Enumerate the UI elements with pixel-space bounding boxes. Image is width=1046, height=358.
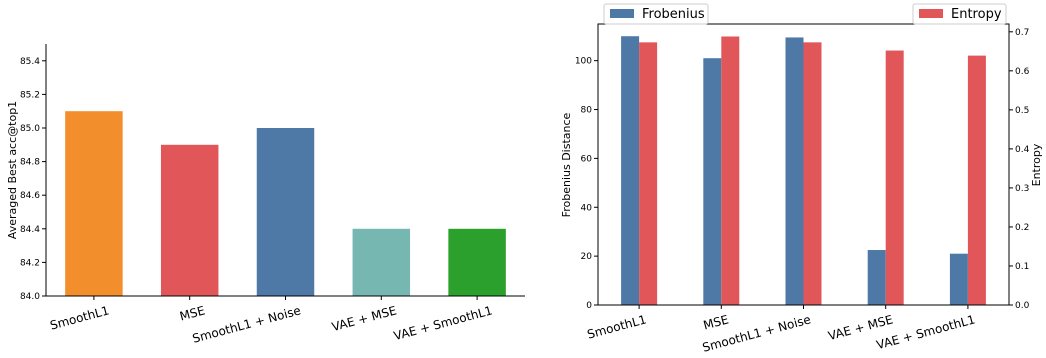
left-ytick-label-6: 85.2 [20,90,40,100]
right-y2tick-label-7: 0.7 [1015,28,1029,38]
right-chart-frame [597,23,1010,306]
left-ytick-label-4: 84.8 [20,158,40,168]
left-xtick-label-1: MSE [178,303,206,323]
right-ytick-label-5: 100 [575,57,592,67]
right-chart-bars [621,36,986,306]
right-y2tick-label-5: 0.5 [1015,106,1029,116]
right-chart: 0 20 40 60 80 100 0.0 0.1 0.2 0.3 0.4 0.5 0.6 0.7 Sm… [560,3,1043,355]
left-ytick-label-7: 85.4 [20,57,40,67]
left-xtick-label-3: VAE + MSE [330,303,398,334]
right-bar-frobenius-1 [703,58,722,305]
left-xtick-label-4: VAE + SmoothL1 [392,303,494,343]
left-chart-bars [65,111,506,296]
right-ytick-label-0: 0 [586,301,592,311]
right-ytick-label-4: 80 [581,106,593,116]
left-ytick-label-1: 84.2 [20,258,40,268]
right-bar-entropy-3 [885,50,904,306]
legend-entropy: Entropy [912,3,1007,25]
left-chart-yticks: 84.0 84.2 84.4 84.6 84.8 85.0 85.2 85.4 [20,57,46,302]
right-bar-frobenius-4 [949,253,968,305]
left-bar-0 [65,111,123,296]
legend-frobenius-swatch [610,9,634,18]
left-ytick-label-3: 84.6 [20,191,40,201]
left-chart-ylabel: Averaged Best acc@top1 [6,101,19,239]
left-bar-2 [256,128,315,296]
right-chart-yticks: 0 20 40 60 80 100 [575,57,598,311]
right-bar-frobenius-0 [621,36,640,305]
right-chart-y2label: Entropy [1030,143,1043,186]
left-bar-1 [160,144,219,296]
right-bar-frobenius-3 [867,250,886,305]
left-bar-4 [448,228,506,296]
right-xtick-label-1: MSE [702,312,730,332]
right-bar-entropy-0 [639,42,658,306]
right-bar-frobenius-2 [785,37,804,306]
right-y2tick-label-2: 0.2 [1015,223,1029,233]
right-y2tick-label-1: 0.1 [1015,262,1029,272]
left-ytick-label-5: 85.0 [20,124,40,134]
legend-frobenius: Frobenius [603,3,709,25]
right-bar-entropy-2 [803,42,822,306]
right-ytick-label-2: 40 [581,203,593,213]
right-ytick-label-3: 60 [581,154,593,164]
right-bar-entropy-1 [721,36,740,305]
right-bar-entropy-4 [967,55,986,305]
right-y2tick-label-0: 0.0 [1015,301,1030,311]
legend-entropy-swatch [919,9,943,18]
legend-entropy-label: Entropy [951,7,1002,22]
left-xtick-label-0: SmoothL1 [48,303,110,332]
right-chart-y2ticks: 0.0 0.1 0.2 0.3 0.4 0.5 0.6 0.7 [1009,28,1030,311]
left-ytick-label-0: 84.0 [20,292,40,302]
right-xtick-label-0: SmoothL1 [586,312,648,341]
right-chart-ylabel: Frobenius Distance [560,112,573,217]
right-y2tick-label-3: 0.3 [1015,184,1029,194]
right-y2tick-label-4: 0.4 [1015,145,1030,155]
legend-frobenius-label: Frobenius [642,7,705,22]
left-chart: 84.0 84.2 84.4 84.6 84.8 85.0 85.2 85.4 SmoothL… [6,44,525,346]
left-xtick-label-2: SmoothL1 + Noise [191,303,302,345]
left-ytick-label-2: 84.4 [20,225,40,235]
left-bar-3 [352,228,411,296]
right-y2tick-label-6: 0.6 [1015,67,1030,77]
right-ytick-label-1: 20 [581,252,593,262]
